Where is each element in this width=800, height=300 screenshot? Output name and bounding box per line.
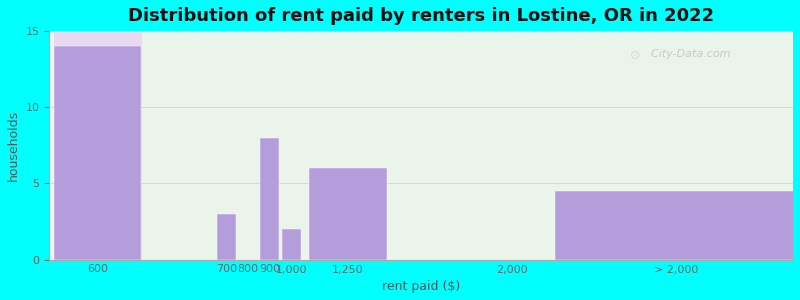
Bar	[309, 168, 386, 260]
Bar	[418, 31, 554, 260]
Bar	[260, 137, 279, 260]
Y-axis label: households: households	[7, 110, 20, 181]
Bar	[554, 31, 793, 260]
Title: Distribution of rent paid by renters in Lostine, OR in 2022: Distribution of rent paid by renters in …	[128, 7, 714, 25]
Bar	[54, 46, 141, 260]
Text: ⊙: ⊙	[630, 49, 641, 62]
Bar	[142, 31, 418, 260]
Bar	[217, 214, 236, 260]
Bar	[555, 191, 798, 260]
Bar	[282, 229, 301, 260]
X-axis label: rent paid ($): rent paid ($)	[382, 280, 460, 293]
Text: City-Data.com: City-Data.com	[644, 49, 730, 59]
Bar	[54, 31, 142, 260]
